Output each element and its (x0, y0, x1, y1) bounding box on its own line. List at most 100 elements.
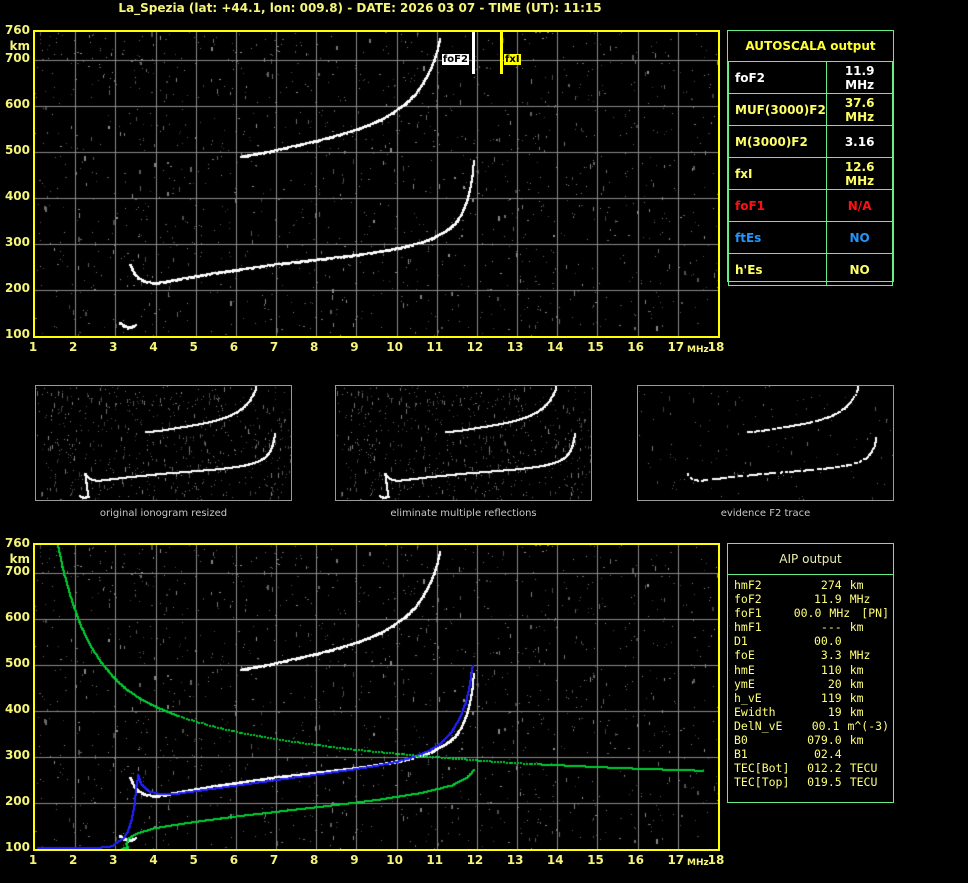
main-ionogram-plot[interactable]: foF2 fxI (33, 30, 720, 338)
x-tick-label: 2 (68, 340, 78, 354)
bottom-ionogram-plot[interactable] (33, 543, 720, 851)
y-tick-label: 600 (4, 609, 30, 624)
autoscala-value-fxi: 12.6 MHz (826, 157, 893, 190)
aip-unit: MHz (849, 592, 871, 607)
x-tick-label: 2 (68, 853, 78, 867)
autoscala-value-muf3000f2: 37.6 MHz (826, 93, 893, 126)
aip-row: TEC[Top] 019.5 TECU (734, 775, 889, 789)
autoscala-key-fof1: foF1 (727, 189, 828, 222)
autoscala-key-ftes: ftEs (727, 221, 828, 254)
aip-row: Ewidth 19 km (734, 705, 889, 719)
aip-value: --- (820, 620, 842, 635)
aip-key: TEC[Bot] (734, 761, 790, 776)
aip-row: B0 079.0 km (734, 733, 889, 747)
autoscala-row: h'Es NO (727, 253, 893, 286)
aip-row: DelN_vE 00.1 m^(-3) (734, 719, 889, 733)
thumbnail-original-ionogram[interactable] (35, 385, 292, 501)
aip-unit: m^(-3) (847, 718, 889, 733)
x-tick-label: 1 (28, 340, 38, 354)
aip-value: 3.3 (820, 648, 842, 663)
x-tick-label: 15 (587, 853, 604, 867)
x-tick-label: 17 (667, 340, 685, 354)
x-tick-label: 4 (149, 340, 158, 354)
aip-value: 00.1 (811, 718, 840, 733)
aip-unit: MHz (829, 606, 851, 621)
aip-value-list: hmF2 274 km foF2 11.9 MHz foF1 00.0 MHz [PN] hmF1-… (734, 578, 889, 789)
x-tick-label: 7 (269, 340, 279, 354)
aip-unit (850, 747, 889, 761)
aip-row: hmF2 274 km (734, 578, 889, 592)
y-tick-label: 300 (4, 234, 30, 249)
autoscala-table: foF2 11.9 MHz MUF(3000)F2 37.6 MHz M(3000)F2… (727, 61, 893, 286)
aip-key: hmF2 (734, 578, 762, 592)
aip-row: D1 00.0 (734, 634, 889, 648)
aip-value: 00.0 (793, 606, 822, 621)
x-tick-label: 7 (269, 853, 279, 867)
x-axis-unit: MHz (687, 858, 709, 868)
aip-row: foE 3.3 MHz (734, 648, 889, 662)
x-tick-label: 18 (707, 853, 725, 867)
y-tick-label: 100 (4, 327, 30, 341)
aip-row: foF2 11.9 MHz (734, 592, 889, 606)
ionogram-canvas (35, 32, 718, 336)
aip-output-panel: AIP output hmF2 274 km foF2 11.9 MHz foF1 00.0 M… (727, 543, 894, 803)
autoscala-value-hes: NO (826, 253, 893, 286)
aip-row: hmE 110 km (734, 663, 889, 677)
x-tick-label: 4 (149, 853, 158, 867)
aip-key: foF2 (734, 592, 762, 607)
aip-value: 20 (827, 676, 842, 691)
aip-value: 019.5 (807, 775, 842, 790)
x-tick-label: 16 (627, 853, 644, 867)
x-tick-label: 12 (466, 340, 484, 354)
aip-unit: km (849, 733, 864, 748)
x-tick-label: 16 (627, 340, 644, 354)
x-tick-label: 14 (546, 853, 564, 867)
aip-key: D1 (734, 634, 748, 649)
x-tick-label: 18 (707, 340, 725, 354)
aip-unit: km (849, 676, 864, 691)
autoscala-title: AUTOSCALA output (728, 31, 893, 62)
x-tick-label: 13 (506, 340, 524, 354)
aip-key: DelN_vE (734, 718, 783, 733)
autoscala-key-hes: h'Es (727, 253, 828, 286)
y-tick-label: 760 (4, 536, 30, 550)
aip-row: h_vE 119 km (734, 691, 889, 705)
page-title: La_Spezia (lat: +44.1, lon: 009.8) - DAT… (118, 1, 602, 15)
y-axis-unit: km (9, 552, 30, 566)
autoscala-key-fxi: fxI (727, 157, 828, 190)
thumbnail-evidence-f2-trace[interactable] (637, 385, 894, 501)
thumbnail-caption-0: original ionogram resized (99, 508, 228, 519)
x-tick-label: 17 (667, 853, 685, 867)
autoscala-row: MUF(3000)F2 37.6 MHz (727, 93, 893, 126)
x-tick-label: 5 (189, 853, 198, 867)
aip-row: B1 02.4 (734, 747, 889, 761)
aip-unit: TECU (849, 775, 878, 790)
aip-title: AIP output (728, 544, 893, 575)
aip-value: 11.9 (813, 592, 842, 607)
aip-value: 012.2 (807, 761, 842, 776)
y-tick-label: 700 (4, 563, 30, 578)
marker-label-fof2: foF2 (441, 54, 469, 65)
x-tick-label: 6 (229, 853, 239, 867)
main-chart-x-axis-labels: 1 2 3 4 5 6 7 8 9 10 11 12 13 14 15 16 17 18 MHz (0, 340, 760, 358)
bottom-chart-x-axis-labels: 1 2 3 4 5 6 7 8 9 10 11 12 13 14 15 16 17 18 MHz (0, 853, 760, 871)
aip-unit: km (849, 662, 864, 677)
thumbnail-eliminate-multiple-reflections[interactable] (335, 385, 592, 501)
y-tick-label: 500 (4, 142, 30, 157)
marker-label-fxi: fxI (504, 54, 521, 65)
x-tick-label: 3 (109, 340, 118, 354)
y-tick-label: 760 (4, 23, 30, 37)
aip-unit: km (849, 704, 864, 719)
aip-value: 274 (820, 578, 842, 592)
y-tick-label: 100 (4, 840, 30, 854)
autoscala-key-fof2: foF2 (727, 61, 828, 94)
x-tick-label: 10 (386, 853, 403, 867)
x-tick-label: 8 (310, 340, 319, 354)
aip-key: foF1 (734, 606, 762, 621)
aip-row: foF1 00.0 MHz [PN] (734, 606, 889, 620)
y-tick-label: 200 (4, 793, 30, 808)
x-tick-label: 14 (546, 340, 564, 354)
aip-key: B0 (734, 733, 748, 748)
y-tick-label: 600 (4, 96, 30, 111)
